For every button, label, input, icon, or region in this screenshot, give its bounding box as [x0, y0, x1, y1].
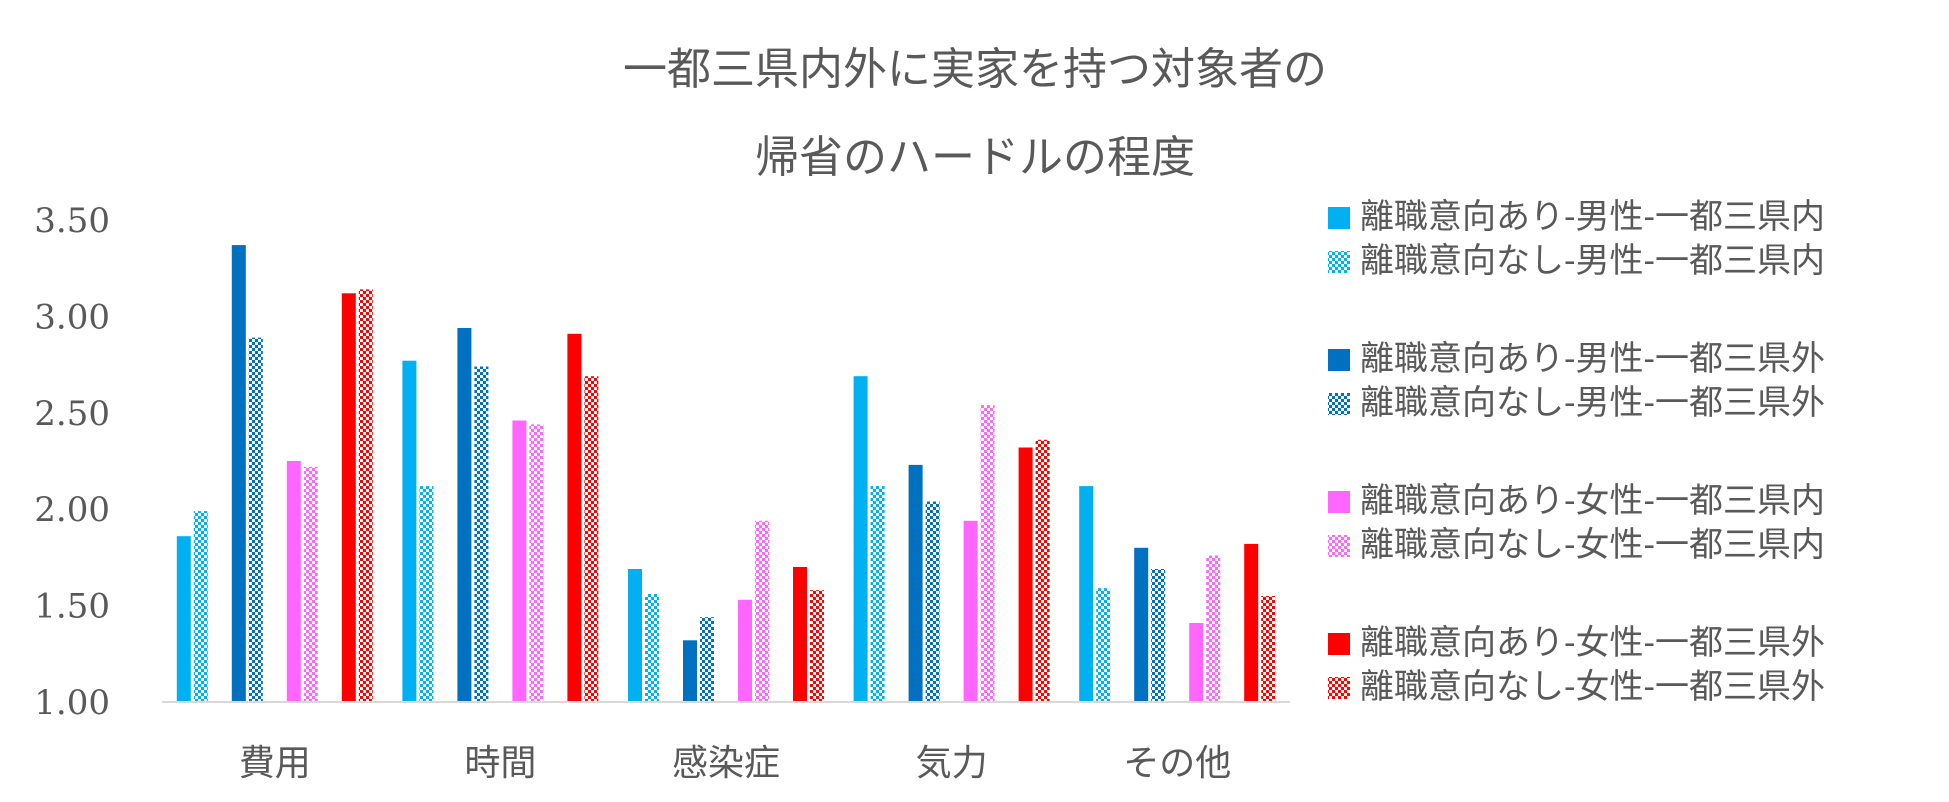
x-tick-label: 気力	[916, 743, 988, 784]
bar	[1134, 547, 1149, 702]
bar	[1261, 596, 1276, 702]
legend-label: 離職意向なし-女性-一都三県外	[1360, 667, 1825, 707]
y-tick-label: 2.50	[34, 394, 110, 434]
legend-label: 離職意向あり-男性-一都三県内	[1360, 197, 1825, 237]
bar	[512, 420, 527, 702]
x-tick-label: その他	[1123, 743, 1231, 784]
legend-swatch	[1328, 349, 1350, 371]
bar	[474, 366, 489, 702]
bar	[1018, 447, 1033, 702]
bar	[908, 464, 923, 702]
bar	[584, 376, 599, 702]
chart-title-line-2: 帰省のハードルの程度	[755, 132, 1195, 183]
legend-label: 離職意向なし-男性-一都三県内	[1360, 241, 1825, 281]
legend-label: 離職意向あり-女性-一都三県外	[1360, 623, 1825, 663]
bar	[303, 466, 318, 702]
bar	[402, 360, 417, 702]
legend-swatch	[1328, 491, 1350, 513]
y-tick-label: 3.50	[34, 201, 110, 241]
legend-swatch	[1328, 535, 1350, 557]
bar	[853, 376, 868, 702]
bar	[1035, 439, 1050, 702]
bar	[870, 486, 885, 702]
bar	[755, 520, 769, 702]
bar	[1096, 588, 1111, 702]
legend-label: 離職意向なし-男性-一都三県外	[1360, 383, 1825, 423]
bar	[925, 501, 940, 702]
legend-swatch	[1328, 207, 1350, 229]
bar	[793, 567, 807, 702]
legend-swatch	[1328, 251, 1350, 273]
bar	[457, 328, 472, 702]
x-tick-label: 費用	[239, 743, 311, 784]
y-tick-label: 1.50	[34, 587, 110, 627]
legend-label: 離職意向あり-男性-一都三県外	[1360, 339, 1825, 379]
legend: 離職意向あり-男性-一都三県内離職意向なし-男性-一都三県内離職意向あり-男性-…	[1328, 197, 1825, 707]
bar	[980, 405, 995, 702]
bar	[683, 640, 697, 702]
bar	[738, 599, 752, 702]
bar	[963, 520, 978, 702]
y-tick-label: 1.00	[34, 683, 110, 723]
bar	[1189, 623, 1204, 702]
bar	[1206, 555, 1221, 702]
legend-swatch	[1328, 677, 1350, 699]
chart-title: 一都三県内外に実家を持つ対象者の 帰省のハードルの程度	[623, 44, 1327, 183]
x-tick-label: 感染症	[672, 743, 780, 784]
bar	[1244, 543, 1259, 702]
bar	[1151, 569, 1166, 702]
bar	[248, 337, 263, 702]
y-axis: 1.00 1.50 2.00 2.50 3.00 3.50	[34, 201, 110, 723]
bar	[1079, 486, 1094, 702]
x-tick-label: 時間	[464, 743, 536, 784]
bar	[231, 245, 246, 702]
bar	[419, 486, 434, 702]
bar	[529, 424, 544, 702]
bar	[341, 293, 356, 702]
plot-area	[176, 245, 1276, 702]
bar	[193, 511, 208, 702]
legend-label: 離職意向あり-女性-一都三県内	[1360, 481, 1825, 521]
bar	[810, 590, 824, 702]
bar	[567, 333, 582, 702]
bar	[628, 569, 642, 702]
bar	[176, 536, 191, 702]
legend-label: 離職意向なし-女性-一都三県内	[1360, 525, 1825, 565]
legend-swatch	[1328, 633, 1350, 655]
legend-swatch	[1328, 393, 1350, 415]
bar	[645, 594, 659, 702]
bar	[358, 289, 373, 702]
y-tick-label: 2.00	[34, 490, 110, 530]
bar	[700, 617, 714, 702]
bar	[286, 461, 301, 702]
chart-title-line-1: 一都三県内外に実家を持つ対象者の	[623, 44, 1327, 95]
y-tick-label: 3.00	[34, 297, 110, 337]
x-axis: 費用 時間 感染症 気力 その他	[239, 743, 1231, 784]
